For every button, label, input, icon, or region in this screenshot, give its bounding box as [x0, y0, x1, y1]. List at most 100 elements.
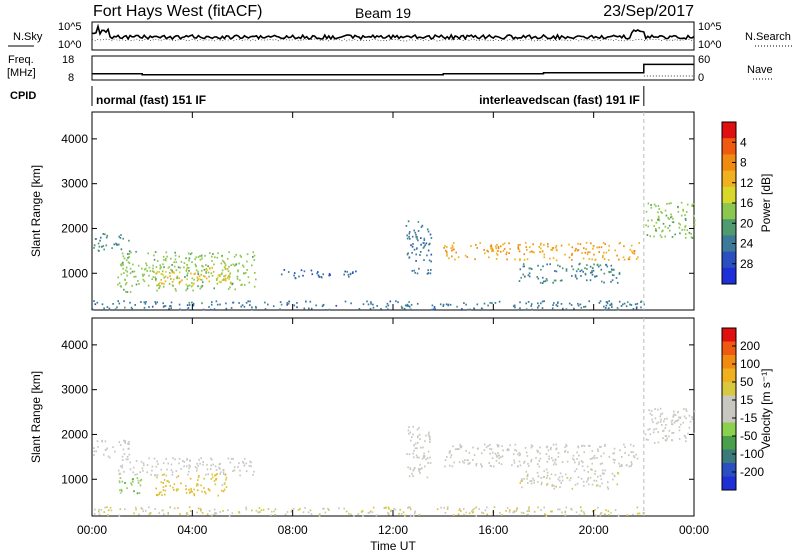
- echo-cell: [629, 303, 631, 306]
- echo-cell: [186, 458, 188, 460]
- echo-cell: [560, 482, 562, 484]
- echo-cell: [658, 217, 660, 220]
- echo-cell: [236, 278, 239, 280]
- echo-cell: [123, 288, 125, 291]
- echo-cell: [429, 438, 431, 441]
- echo-cell: [591, 273, 594, 276]
- echo-cell: [298, 275, 300, 278]
- echo-cell: [647, 438, 649, 441]
- echo-cell: [655, 428, 657, 430]
- echo-cell: [532, 251, 534, 253]
- echo-cell: [409, 308, 412, 311]
- echo-cell: [156, 474, 159, 476]
- echo-cell: [188, 259, 190, 262]
- echo-cell: [192, 284, 194, 287]
- echo-cell: [451, 244, 454, 247]
- echo-cell: [607, 259, 610, 261]
- echo-cell: [212, 253, 214, 255]
- echo-cell: [124, 508, 126, 511]
- echo-cell: [500, 456, 502, 459]
- echo-cell: [206, 269, 208, 272]
- echo-cell: [565, 506, 568, 509]
- echo-cell: [559, 508, 561, 511]
- echo-cell: [426, 476, 429, 479]
- echo-cell: [553, 487, 555, 490]
- echo-cell: [353, 515, 355, 517]
- echo-cell: [589, 279, 592, 282]
- echo-cell: [419, 438, 421, 440]
- echo-cell: [589, 251, 591, 254]
- y-axis-label: Slant Range [km]: [29, 371, 43, 463]
- echo-cell: [541, 250, 544, 252]
- echo-cell: [530, 444, 533, 447]
- echo-cell: [525, 451, 528, 454]
- echo-cell: [409, 431, 412, 434]
- echo-cell: [554, 458, 557, 461]
- echo-cell: [125, 266, 128, 269]
- echo-cell: [399, 508, 401, 511]
- echo-cell: [140, 478, 143, 481]
- echo-cell: [674, 420, 677, 423]
- echo-cell: [483, 443, 486, 446]
- echo-cell: [178, 462, 180, 465]
- echo-cell: [146, 264, 148, 267]
- echo-cell: [449, 464, 451, 467]
- echo-cell: [508, 242, 510, 245]
- echo-cell: [515, 449, 518, 452]
- echo-cell: [264, 301, 266, 304]
- echo-cell: [309, 300, 312, 303]
- echo-cell: [591, 271, 593, 274]
- echo-cell: [412, 469, 415, 472]
- echo-cell: [203, 490, 206, 493]
- echo-cell: [582, 270, 584, 273]
- echo-cell: [460, 446, 462, 449]
- echo-cell: [230, 457, 233, 460]
- echo-cell: [219, 467, 221, 470]
- echo-cell: [216, 277, 219, 279]
- echo-cell: [406, 303, 409, 306]
- echo-cell: [692, 215, 695, 217]
- echo-cell: [446, 246, 448, 248]
- echo-cell: [328, 273, 331, 275]
- echo-cell: [577, 445, 579, 448]
- echo-cell: [598, 302, 601, 304]
- echo-cell: [119, 472, 122, 475]
- echo-cell: [251, 306, 253, 309]
- echo-cell: [130, 306, 133, 309]
- echo-cell: [526, 258, 529, 261]
- ytick-label-3: 4000: [61, 338, 88, 352]
- echo-cell: [646, 234, 649, 236]
- echo-cell: [137, 481, 140, 484]
- echo-cell: [685, 440, 687, 443]
- freq-tick-bottom: 8: [68, 72, 74, 84]
- echo-cell: [603, 272, 606, 275]
- echo-cell: [633, 250, 636, 252]
- echo-cell: [104, 448, 107, 451]
- echo-cell: [124, 278, 126, 281]
- echo-cell: [203, 487, 205, 489]
- echo-cell: [532, 243, 534, 246]
- echo-cell: [514, 448, 516, 451]
- echo-cell: [635, 258, 638, 260]
- echo-cell: [134, 473, 136, 476]
- echo-cell: [430, 253, 433, 256]
- echo-cell: [297, 509, 300, 511]
- echo-cell: [618, 273, 621, 275]
- echo-cell: [603, 258, 606, 260]
- echo-cell: [601, 280, 603, 283]
- echo-cell: [512, 511, 514, 514]
- echo-cell: [235, 253, 237, 256]
- echo-cell: [519, 453, 522, 456]
- echo-cell: [596, 457, 598, 459]
- echo-cell: [619, 465, 621, 468]
- echo-cell: [521, 480, 524, 482]
- echo-cell: [194, 258, 196, 261]
- echo-cell: [228, 278, 230, 281]
- echo-cell: [186, 278, 188, 281]
- echo-cell: [211, 301, 213, 303]
- echo-cell: [98, 513, 101, 516]
- echo-cell: [489, 444, 491, 446]
- echo-cell: [583, 469, 586, 472]
- echo-cell: [540, 477, 542, 479]
- echo-cell: [321, 276, 323, 279]
